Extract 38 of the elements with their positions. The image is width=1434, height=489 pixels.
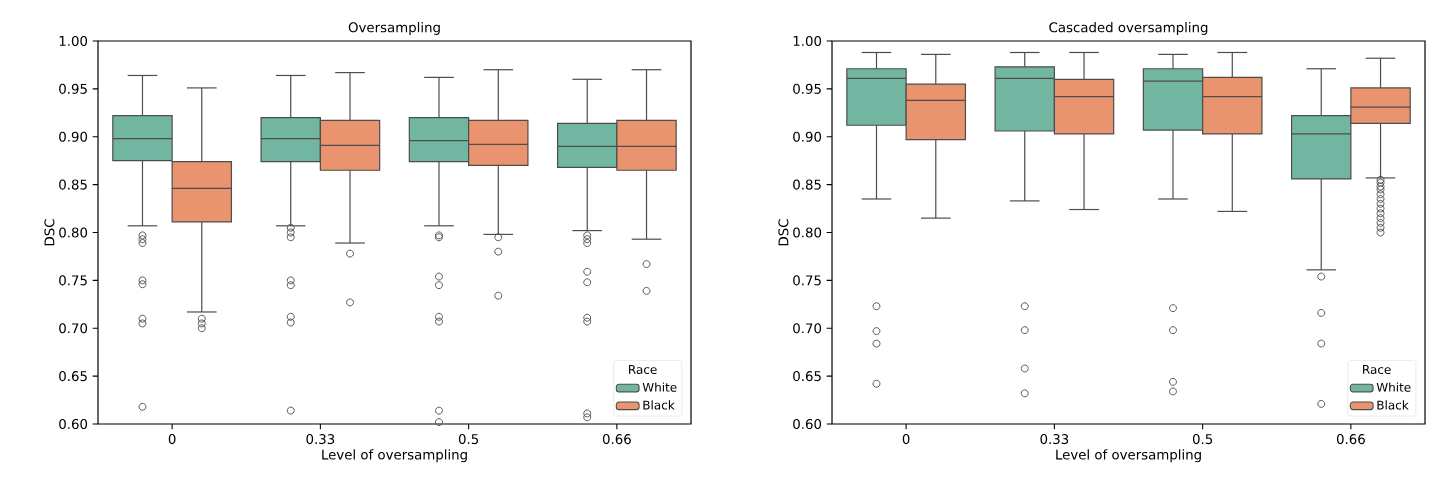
x-axis-title: Level of oversampling <box>1056 449 1201 463</box>
y-tick-label: 0.65 <box>793 371 821 382</box>
legend-label: White <box>642 382 677 392</box>
y-axis-title: DSC <box>778 219 789 246</box>
y-tick-label: 0.75 <box>793 275 821 286</box>
x-tick-label: 0.5 <box>458 434 479 445</box>
y-tick-label: 0.60 <box>793 418 822 430</box>
y-tick-label: 0.95 <box>59 83 87 94</box>
y-tick-label: 0.90 <box>59 131 88 142</box>
chart-title: Oversampling <box>348 22 440 35</box>
x-tick-label: 0.33 <box>306 434 335 445</box>
legend-title: Race <box>1363 365 1391 375</box>
legend-label: White <box>1376 382 1411 392</box>
y-axis-title: DSC <box>44 219 55 246</box>
x-tick-label: 0.5 <box>1192 434 1213 445</box>
legend-label: Black <box>1377 400 1409 410</box>
y-tick-label: 0.60 <box>59 418 88 430</box>
x-tick-label: 0.33 <box>1040 434 1069 445</box>
y-tick-label: 0.65 <box>59 371 87 382</box>
y-tick-label: 0.95 <box>793 83 821 94</box>
y-tick-label: 1.00 <box>793 35 822 47</box>
legend-title: Race <box>629 365 657 375</box>
chart-title: Cascaded oversampling <box>1049 22 1208 35</box>
x-tick-label: 0.66 <box>602 434 631 445</box>
x-tick-label: 0 <box>168 434 176 445</box>
y-tick-label: 0.75 <box>59 275 87 286</box>
y-tick-label: 0.80 <box>793 227 822 238</box>
y-tick-label: 0.90 <box>793 131 822 142</box>
y-tick-label: 0.85 <box>793 179 821 190</box>
y-tick-label: 1.00 <box>59 35 88 47</box>
x-axis-title: Level of oversampling <box>322 449 467 463</box>
x-tick-label: 0.66 <box>1336 434 1365 445</box>
y-tick-label: 0.70 <box>793 323 822 334</box>
legend-label: Black <box>643 400 675 410</box>
y-tick-label: 0.80 <box>59 227 88 238</box>
y-tick-label: 0.85 <box>59 179 87 190</box>
y-tick-label: 0.70 <box>59 323 88 334</box>
x-tick-label: 0 <box>902 434 910 445</box>
